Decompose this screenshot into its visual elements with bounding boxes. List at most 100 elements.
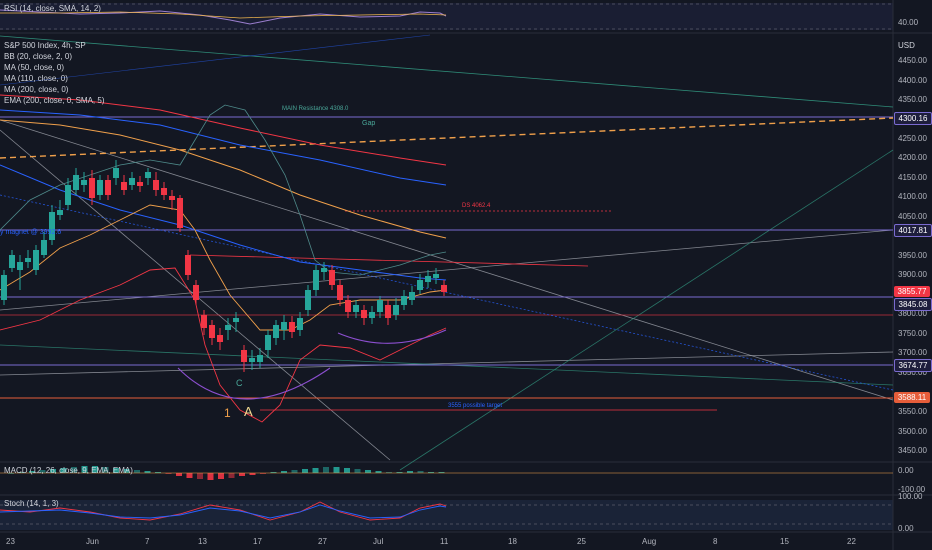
annotation-ds[interactable]: DS 4062.4 xyxy=(462,203,491,209)
candle-body xyxy=(321,268,327,272)
candle-body xyxy=(225,325,231,330)
price-badge-target[interactable]: 3588.11 xyxy=(894,392,930,403)
wave-label-1[interactable]: 1 xyxy=(224,406,231,420)
candle-body xyxy=(377,300,383,312)
price-tick: 3950.00 xyxy=(898,251,927,260)
date-tick: 17 xyxy=(253,537,262,546)
legend-ma50[interactable]: MA (50, close, 0) xyxy=(4,63,65,72)
candle-body xyxy=(113,168,119,178)
candle-body xyxy=(193,285,199,300)
candle-body xyxy=(305,290,311,310)
candle-body xyxy=(241,350,247,362)
macd-indicator-label[interactable]: MACD (12, 26, close, 9, EMA, EMA) xyxy=(4,466,133,475)
price-badge-level[interactable]: 3674.77 xyxy=(894,359,932,372)
chart-symbol-title[interactable]: S&P 500 Index, 4h, SP xyxy=(4,41,86,50)
candle-body xyxy=(441,285,447,292)
annotation-main-resistance[interactable]: MAIN Resistance 4308.0 xyxy=(282,106,349,112)
candle-body xyxy=(249,358,255,362)
legend-ma200[interactable]: MA (200, close, 0) xyxy=(4,85,69,94)
macd-histogram-bar xyxy=(417,471,424,473)
annotation-possible-target[interactable]: 3555 possible target xyxy=(448,403,503,409)
macd-histogram-bar xyxy=(144,471,151,473)
candle-body xyxy=(361,310,367,318)
macd-histogram-bar xyxy=(249,473,256,475)
macd-histogram-bar xyxy=(29,471,35,473)
macd-histogram-bar xyxy=(123,469,130,473)
legend-ma110[interactable]: MA (110, close, 0) xyxy=(4,74,68,83)
candle-body xyxy=(265,335,271,350)
candle-body xyxy=(81,180,87,185)
macd-histogram-bar xyxy=(218,473,224,479)
macd-histogram-bar xyxy=(344,468,350,473)
date-tick: 25 xyxy=(577,537,586,546)
candle-body xyxy=(425,276,431,282)
macd-histogram-bar xyxy=(365,470,371,473)
price-badge-level[interactable]: 3845.08 xyxy=(894,298,932,311)
stoch-indicator-label[interactable]: Stoch (14, 1, 3) xyxy=(4,499,59,508)
date-tick: 23 xyxy=(6,537,15,546)
candle-body xyxy=(161,188,167,195)
macd-histogram-bar xyxy=(386,472,392,473)
price-tick: 3800.00 xyxy=(898,309,927,318)
price-tick: 4450.00 xyxy=(898,56,927,65)
macd-histogram-bar xyxy=(407,471,413,473)
legend-bb[interactable]: BB (20, close, 2, 0) xyxy=(4,52,73,61)
candle-body xyxy=(153,180,159,190)
macd-histogram-bar xyxy=(155,472,161,473)
candle-body xyxy=(289,322,295,332)
date-tick: 11 xyxy=(440,537,449,546)
candle-body xyxy=(201,315,207,328)
price-badge-level[interactable]: 4300.16 xyxy=(894,112,932,125)
price-tick: 4400.00 xyxy=(898,76,927,85)
macd-histogram-bar xyxy=(102,467,109,473)
date-tick: Jun xyxy=(86,537,99,546)
candle-body xyxy=(129,178,135,185)
wave-label-a[interactable]: A xyxy=(244,404,253,419)
candle-body xyxy=(25,258,31,262)
candle-body xyxy=(65,185,71,205)
candle-body xyxy=(401,296,407,305)
candle-body xyxy=(169,196,175,200)
macd-histogram-bar xyxy=(176,473,182,476)
macd-histogram-bar xyxy=(375,471,382,473)
macd-histogram-bar xyxy=(281,471,287,473)
macd-histogram-bar xyxy=(134,470,140,473)
macd-histogram-bar xyxy=(438,472,445,473)
candle-body xyxy=(41,240,47,255)
macd-histogram-bar xyxy=(239,473,245,476)
annotation-gap[interactable]: Gap xyxy=(362,120,376,127)
macd-histogram-bar xyxy=(39,470,46,473)
macd-histogram-bar xyxy=(197,473,203,479)
annotation-magnet[interactable]: y magnet @ 3992.6 xyxy=(0,229,62,236)
date-tick: 7 xyxy=(145,537,150,546)
date-tick: 13 xyxy=(198,537,207,546)
candle-body xyxy=(209,325,215,338)
candle-body xyxy=(97,180,103,195)
rsi-indicator-label[interactable]: RSI (14, close, SMA, 14, 2) xyxy=(4,4,101,13)
candle-body xyxy=(217,335,223,342)
price-tick: 3700.00 xyxy=(898,348,927,357)
candle-body xyxy=(329,270,335,285)
price-tick: 3900.00 xyxy=(898,270,927,279)
candle-body xyxy=(1,275,7,300)
macd-histogram-bar xyxy=(396,472,403,473)
candle-body xyxy=(273,325,279,338)
macd-histogram-bar xyxy=(228,473,235,478)
candle-body xyxy=(105,180,111,195)
price-badge-level[interactable]: 4017.81 xyxy=(894,224,932,237)
price-tick: 3650.00 xyxy=(898,368,927,377)
macd-histogram-bar xyxy=(323,467,329,473)
price-badge-last[interactable]: 3855.77 xyxy=(894,286,930,297)
candle-body xyxy=(121,182,127,190)
macd-histogram-bar xyxy=(312,468,319,473)
legend-ema200[interactable]: EMA (200, close, 0, SMA, 5) xyxy=(4,96,105,105)
macd-histogram-bar xyxy=(302,469,308,473)
stoch-tick: 0.00 xyxy=(898,524,914,533)
price-tick: 4150.00 xyxy=(898,173,927,182)
macd-histogram-bar xyxy=(165,473,172,474)
macd-tick: -100.00 xyxy=(898,485,926,494)
date-tick: 8 xyxy=(713,537,718,546)
macd-histogram-bar xyxy=(270,472,277,473)
wave-label-c[interactable]: C xyxy=(236,378,243,388)
